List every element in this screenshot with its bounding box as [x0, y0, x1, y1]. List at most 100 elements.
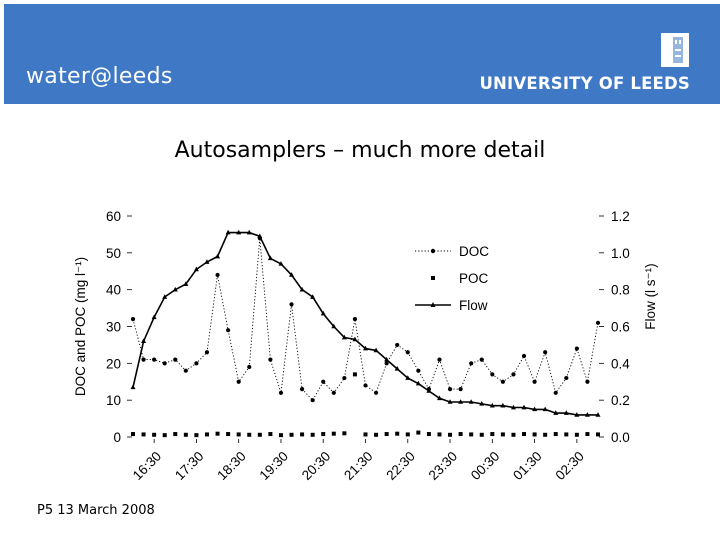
y2-tick-label: 0.8	[611, 283, 630, 298]
x-tick-label: 17:30	[172, 449, 207, 484]
poc-point	[141, 432, 146, 437]
doc-point	[373, 390, 379, 395]
x-tick-label: 22:30	[383, 449, 418, 484]
legend: DOC POC Flow	[415, 244, 489, 313]
flow-point	[468, 399, 474, 404]
doc-point	[469, 361, 474, 366]
doc-point	[595, 320, 601, 325]
flow-point	[257, 233, 263, 239]
flow-point	[225, 229, 231, 235]
doc-point	[141, 357, 146, 362]
doc-point	[152, 357, 157, 362]
doc-point	[215, 272, 220, 278]
legend-label: DOC	[459, 244, 489, 259]
y2-tick-label: 0.2	[611, 393, 630, 408]
y-tick-label: 20	[106, 356, 121, 371]
poc-point	[183, 432, 188, 437]
series-doc	[130, 236, 601, 403]
x-tick-label: 01:30	[510, 449, 545, 484]
series-flow	[130, 229, 601, 417]
poc-point	[574, 432, 579, 437]
poc-point	[310, 432, 315, 437]
flow-point	[384, 356, 390, 362]
flow-point	[310, 294, 316, 299]
poc-point	[257, 432, 262, 437]
doc-point	[289, 302, 294, 307]
poc-point	[374, 432, 379, 437]
doc-point	[268, 357, 273, 362]
flow-point	[193, 266, 199, 272]
doc-point	[521, 353, 527, 359]
poc-point	[226, 432, 231, 437]
y2-tick-label: 1.2	[611, 209, 630, 224]
poc-point	[236, 432, 241, 437]
poc-point	[352, 372, 357, 377]
flow-point	[246, 229, 252, 235]
doc-point	[321, 379, 326, 384]
flow-point	[415, 380, 421, 386]
poc-point	[426, 432, 431, 437]
poc-point	[289, 432, 294, 437]
x-tick-label: 16:30	[130, 449, 165, 484]
doc-point	[130, 317, 136, 322]
poc-point	[500, 432, 505, 437]
doc-point	[310, 398, 315, 403]
poc-point	[522, 432, 527, 437]
flow-point	[267, 255, 273, 261]
flow-point	[489, 402, 495, 408]
flow-point	[532, 406, 538, 412]
flow-point	[299, 286, 305, 292]
poc-point	[173, 432, 178, 437]
brand-name: water@leeds	[26, 64, 173, 89]
x-tick-label: 23:30	[426, 449, 461, 484]
poc-point	[321, 432, 326, 437]
poc-point	[458, 432, 463, 437]
university-crest-icon	[661, 33, 689, 67]
doc-point	[543, 350, 548, 355]
poc-point	[395, 431, 400, 436]
flow-point	[141, 338, 147, 344]
doc-point	[342, 375, 347, 381]
flow-point	[405, 375, 411, 380]
flow-point	[215, 253, 221, 259]
doc-point	[173, 357, 178, 362]
legend-label: POC	[459, 271, 489, 286]
y2-tick-label: 0.6	[611, 320, 630, 335]
doc-point	[574, 346, 579, 351]
doc-point	[532, 379, 537, 384]
flow-point	[236, 229, 242, 235]
poc-point	[131, 432, 135, 437]
series-poc	[131, 372, 600, 438]
flow-point	[447, 399, 453, 404]
doc-point	[204, 350, 210, 355]
doc-point	[585, 379, 590, 384]
flow-point	[289, 272, 295, 277]
doc-point	[162, 361, 167, 366]
doc-point	[447, 387, 453, 392]
doc-point	[437, 357, 442, 362]
doc-point	[500, 379, 505, 384]
doc-point	[331, 390, 336, 395]
header-banner: water@leeds UNIVERSITY OF LEEDS	[4, 4, 720, 104]
university-name: UNIVERSITY OF LEEDS	[479, 74, 690, 93]
y-tick-label: 0	[113, 430, 121, 445]
poc-point	[437, 432, 442, 437]
poc-point	[543, 432, 548, 437]
flow-point	[331, 323, 337, 329]
doc-point	[363, 383, 368, 388]
doc-line	[132, 238, 599, 401]
doc-point	[278, 390, 284, 395]
flow-point	[553, 410, 559, 415]
flow-point	[320, 310, 326, 316]
y2-tick-label: 1.0	[611, 246, 630, 261]
flow-point	[162, 294, 168, 299]
poc-point	[215, 431, 220, 436]
legend-label: Flow	[459, 298, 488, 313]
flow-point	[510, 404, 516, 410]
poc-point	[384, 432, 389, 437]
flow-point	[352, 336, 358, 342]
poc-point	[448, 432, 453, 437]
flow-point	[584, 412, 590, 417]
poc-point	[553, 432, 558, 437]
